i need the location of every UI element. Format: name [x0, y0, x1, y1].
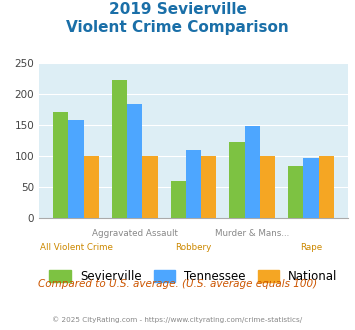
Bar: [303, 158, 318, 218]
Text: Rape: Rape: [300, 243, 322, 251]
Text: Murder & Mans...: Murder & Mans...: [215, 229, 289, 238]
Bar: [142, 156, 158, 218]
Text: 2019 Sevierville: 2019 Sevierville: [109, 2, 246, 16]
Text: Compared to U.S. average. (U.S. average equals 100): Compared to U.S. average. (U.S. average …: [38, 279, 317, 289]
Bar: [245, 126, 260, 218]
Bar: [260, 156, 275, 218]
Bar: [53, 112, 69, 218]
Bar: [84, 156, 99, 218]
Bar: [112, 80, 127, 218]
Bar: [170, 181, 186, 218]
Text: All Violent Crime: All Violent Crime: [39, 243, 113, 251]
Bar: [229, 142, 245, 218]
Text: Violent Crime Comparison: Violent Crime Comparison: [66, 20, 289, 35]
Bar: [288, 166, 303, 218]
Text: © 2025 CityRating.com - https://www.cityrating.com/crime-statistics/: © 2025 CityRating.com - https://www.city…: [53, 317, 302, 323]
Bar: [69, 120, 84, 218]
Bar: [186, 149, 201, 218]
Legend: Sevierville, Tennessee, National: Sevierville, Tennessee, National: [49, 270, 338, 283]
Bar: [201, 156, 217, 218]
Bar: [127, 104, 142, 218]
Text: Robbery: Robbery: [175, 243, 212, 251]
Text: Aggravated Assault: Aggravated Assault: [92, 229, 178, 238]
Bar: [318, 156, 334, 218]
